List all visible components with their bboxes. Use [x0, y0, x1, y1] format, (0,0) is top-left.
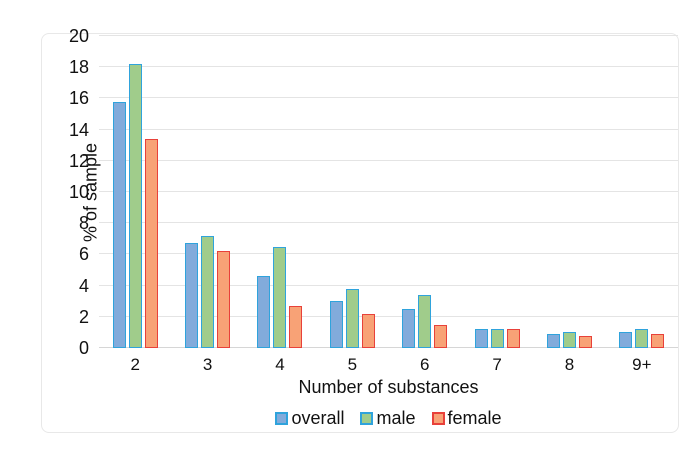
gridline-8	[99, 222, 678, 224]
legend-item-overall: overall	[275, 408, 344, 429]
bar-female-9+	[651, 333, 665, 348]
bar-female-4	[289, 305, 303, 348]
bar-male-7	[490, 329, 504, 348]
bar-male-9+	[635, 329, 649, 348]
bar-female-3	[217, 251, 231, 348]
bar-overall-8	[546, 333, 560, 348]
gridline-10	[99, 191, 678, 192]
bar-overall-9+	[619, 332, 633, 348]
x-tick-6: 6	[419, 355, 430, 374]
gridline-14	[99, 128, 678, 130]
bar-male-8	[562, 332, 576, 348]
y-tick-2: 2	[78, 306, 89, 327]
bar-overall-2	[112, 101, 126, 348]
y-tick-16: 16	[68, 88, 89, 109]
legend-item-male: male	[360, 408, 416, 429]
gridline-0	[99, 347, 678, 348]
bar-group-2	[99, 64, 171, 348]
bar-overall-6	[402, 309, 416, 348]
gridline-2	[99, 315, 678, 317]
plot-area	[99, 35, 678, 348]
x-axis-title: Number of substances	[298, 377, 479, 397]
bar-group-4	[244, 246, 316, 348]
bar-male-3	[201, 235, 215, 348]
legend-item-female: female	[431, 408, 502, 429]
gridline-18	[99, 66, 678, 68]
bar-female-8	[578, 335, 592, 348]
bar-group-7	[461, 329, 533, 348]
legend-label-overall: overall	[291, 408, 345, 428]
female-swatch-icon	[431, 412, 445, 425]
legend-label-female: female	[447, 408, 502, 428]
chart-card: % of sample Number of substances overall…	[41, 26, 679, 433]
bar-female-2	[144, 138, 158, 348]
bar-male-6	[418, 294, 432, 348]
bar-group-3	[171, 235, 243, 348]
bar-group-6	[389, 294, 461, 348]
bar-male-2	[128, 64, 142, 348]
bar-group-8	[533, 332, 605, 348]
legend-label-male: male	[376, 408, 416, 428]
y-tick-4: 4	[78, 275, 89, 296]
bar-overall-3	[185, 243, 199, 348]
y-tick-20: 20	[68, 26, 89, 46]
bar-female-7	[506, 329, 520, 348]
bar-overall-4	[257, 276, 271, 348]
x-tick-8: 8	[564, 355, 575, 374]
y-tick-8: 8	[78, 213, 89, 234]
legend: overall male female	[99, 408, 678, 429]
male-swatch-icon	[360, 412, 374, 425]
x-tick-9+: 9+	[632, 355, 652, 374]
y-tick-10: 10	[68, 182, 89, 202]
gridline-4	[99, 284, 678, 286]
y-tick-18: 18	[68, 57, 89, 78]
bar-female-6	[434, 324, 448, 348]
gridline-6	[99, 253, 678, 255]
y-tick-0: 0	[78, 338, 89, 358]
x-tick-2: 2	[130, 355, 140, 374]
x-tick-5: 5	[347, 355, 358, 374]
y-tick-14: 14	[68, 119, 89, 140]
bar-group-9+	[606, 329, 678, 348]
bar-group-5	[316, 288, 388, 348]
bar-male-4	[273, 246, 287, 348]
bar-female-5	[361, 313, 375, 348]
gridline-20	[99, 35, 678, 36]
y-tick-6: 6	[78, 244, 89, 265]
y-tick-12: 12	[68, 150, 89, 171]
x-tick-3: 3	[202, 355, 213, 374]
bar-overall-7	[474, 329, 488, 348]
x-tick-7: 7	[492, 355, 502, 374]
x-tick-4: 4	[275, 355, 285, 374]
gridline-16	[99, 97, 678, 99]
gridline-12	[99, 159, 678, 161]
overall-swatch-icon	[275, 412, 289, 425]
bar-overall-5	[329, 301, 343, 348]
bar-male-5	[345, 288, 359, 348]
